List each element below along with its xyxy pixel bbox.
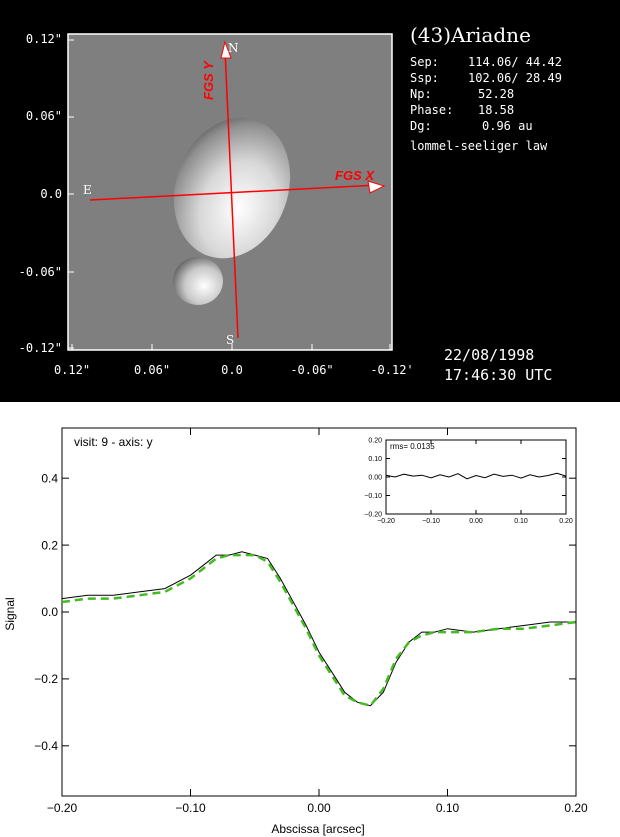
main-ytick-label-3: 0.2 xyxy=(41,538,58,552)
info-value-sep: 114.06/ 44.42 xyxy=(468,55,562,69)
info-value-np: 52.28 xyxy=(478,87,514,101)
info-label-dg: Dg: xyxy=(410,119,432,133)
sky-frame xyxy=(67,33,393,351)
target-name: (43)Ariadne xyxy=(410,23,531,47)
main-xtick-label-4: 0.20 xyxy=(564,801,588,815)
primary-lobe xyxy=(173,117,291,259)
chart-annotation: visit: 9 - axis: y xyxy=(74,435,153,449)
info-label-ssp: Ssp: xyxy=(410,71,439,85)
compass-north: N xyxy=(228,41,239,55)
main-ytick-label-0: −0.4 xyxy=(34,739,58,753)
inset-frame xyxy=(385,439,567,515)
top-ytick-3: -0.06" xyxy=(19,265,62,279)
inset-xtick-label-0: −0.20 xyxy=(377,518,395,525)
info-label-np: Np: xyxy=(410,87,432,101)
main-axes: −0.20 −0.10 0.00 0.10 0.20 −0.4 −0.2 0.0 0.2 0.4 xyxy=(34,427,588,815)
fgs-y-label: FGS Y xyxy=(201,60,216,100)
info-label-phase: Phase: xyxy=(410,103,453,117)
top-tick-marks xyxy=(68,39,391,350)
scattering-law: lommel-seeliger law xyxy=(410,139,548,153)
main-series-1 xyxy=(61,553,577,708)
main-ytick-label-4: 0.4 xyxy=(41,471,58,485)
inset-xtick-label-2: 0.00 xyxy=(469,518,483,525)
main-xtick-label-1: −0.10 xyxy=(175,801,206,815)
main-ytick-label-1: −0.2 xyxy=(34,672,58,686)
top-ytick-2: 0.0 xyxy=(40,187,62,201)
fgs-y-arrow-icon xyxy=(220,40,232,59)
inset-xtick-label-1: −0.10 xyxy=(422,518,440,525)
main-ytick-label-2: 0.0 xyxy=(41,605,58,619)
top-xtick-3: -0.06" xyxy=(290,363,333,377)
top-xtick-2: 0.0 xyxy=(221,363,243,377)
main-series-0 xyxy=(61,551,576,707)
inset-annotation: rms= 0.0135 xyxy=(390,442,435,451)
fgs-x-arrow-icon xyxy=(367,180,386,194)
chart-ylabel: Signal xyxy=(3,597,17,630)
inset-ytick-label-0: −0.20 xyxy=(364,511,382,518)
info-label-sep: Sep: xyxy=(410,55,439,69)
main-xtick-label-2: 0.00 xyxy=(307,801,331,815)
fgs-model-panel: FGS X FGS Y N S E 0.12" 0.06" 0.0 -0.06"… xyxy=(0,0,620,402)
inset-ytick-label-1: −0.10 xyxy=(364,493,382,500)
info-value-phase: 18.58 xyxy=(478,103,514,117)
top-ytick-0: 0.12" xyxy=(26,32,62,46)
top-xtick-1: 0.06" xyxy=(134,363,170,377)
inset-axes: −0.20 −0.10 0.00 0.10 0.20 −0.20 −0.10 0.00 0.10… xyxy=(364,437,573,525)
inset-xtick-label-3: 0.10 xyxy=(514,518,528,525)
compass-east: E xyxy=(83,183,92,197)
info-value-ssp: 102.06/ 28.49 xyxy=(468,71,562,85)
transfer-function-panel: −0.20 −0.10 0.00 0.10 0.20 −0.4 −0.2 0.0 0.2 0.4 … xyxy=(0,402,620,837)
inset-xtick-label-4: 0.20 xyxy=(559,518,573,525)
top-xtick-0: 0.12" xyxy=(54,363,90,377)
chart-xlabel: Abscissa [arcsec] xyxy=(271,822,364,836)
main-xtick-label-0: −0.20 xyxy=(47,801,78,815)
secondary-lobe xyxy=(173,257,223,305)
top-xtick-4: -0.12' xyxy=(370,363,413,377)
obs-date: 22/08/1998 xyxy=(444,346,534,364)
transfer-function-chart: −0.20 −0.10 0.00 0.10 0.20−0.4−0.20.00.20.4 … xyxy=(3,427,588,836)
fgs-x-label: FGS X xyxy=(335,168,375,183)
info-value-dg: 0.96 au xyxy=(482,119,533,133)
obs-time: 17:46:30 UTC xyxy=(444,366,552,384)
fgs-model-svg: FGS X FGS Y N S E 0.12" 0.06" 0.0 -0.06"… xyxy=(19,23,562,384)
inset-ytick-label-2: 0.00 xyxy=(368,474,382,481)
fgs-y-axis xyxy=(224,49,239,339)
compass-south: S xyxy=(226,333,234,347)
top-ytick-4: -0.12" xyxy=(19,341,62,355)
fgs-x-axis xyxy=(89,184,379,201)
inset-series-0 xyxy=(385,472,567,480)
inset-ytick-label-4: 0.20 xyxy=(368,437,382,444)
main-xtick-label-3: 0.10 xyxy=(436,801,460,815)
top-ytick-1: 0.06" xyxy=(26,109,62,123)
inset-ytick-label-3: 0.10 xyxy=(368,456,382,463)
